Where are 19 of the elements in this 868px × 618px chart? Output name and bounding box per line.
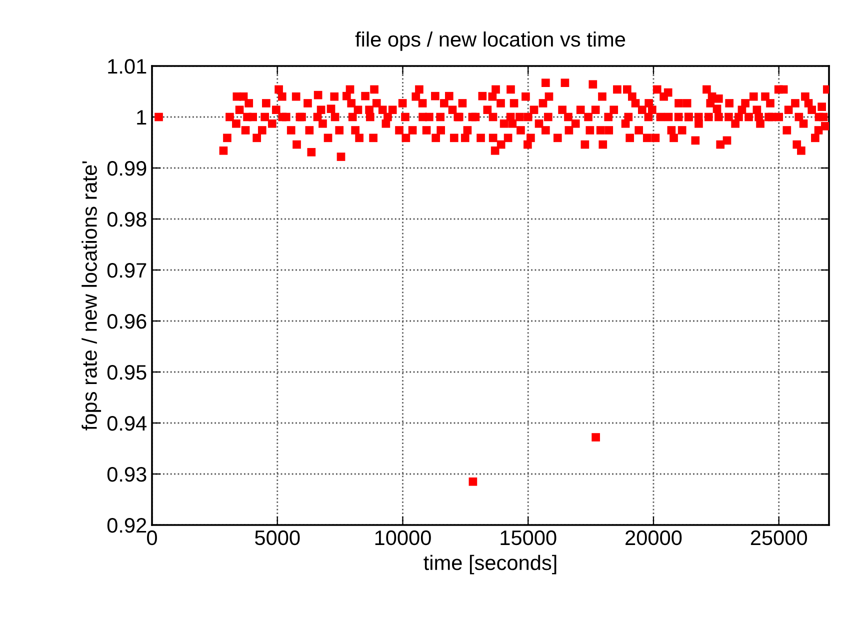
y-tick-label: 0.96 [107,314,146,329]
x-tick-label: 10000 [375,530,431,546]
x-tick-label: 0 [147,530,157,546]
y-tick-label: 0.99 [107,161,146,176]
x-tick-label: 5000 [255,530,300,546]
x-tick-label: 20000 [626,530,682,546]
chart-title: file ops / new location vs time [355,31,626,51]
y-tick-label: 0.98 [107,212,146,227]
x-tick-label: 15000 [500,530,556,546]
y-tick-label: 1 [137,110,146,125]
x-axis-title: time [seconds] [424,554,556,574]
y-tick-label: 0.93 [107,467,146,482]
y-tick-label: 1.01 [108,59,146,74]
y-tick-label: 0.95 [107,365,146,380]
y-axis-title: fops rate / new locations rate' [82,161,102,430]
y-tick-label: 0.97 [107,263,146,278]
y-tick-label: 0.94 [107,416,147,431]
y-tick-label: 0.92 [107,518,146,533]
x-tick-label: 25000 [750,530,808,546]
